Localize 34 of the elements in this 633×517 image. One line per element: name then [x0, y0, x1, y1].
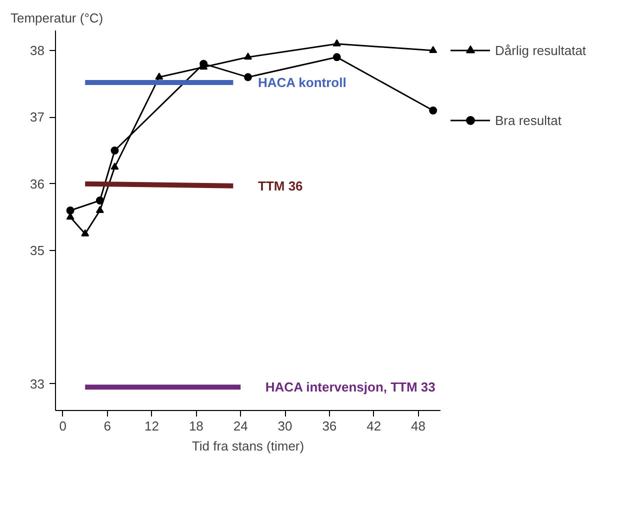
x-tick-label: 12 — [144, 418, 159, 434]
point — [332, 39, 341, 46]
point — [429, 106, 438, 114]
legend-label: Dårlig resultatat — [495, 42, 586, 58]
y-tick-label: 35 — [30, 243, 45, 258]
series-label: HACA intervensjon, TTM 33 — [265, 380, 436, 395]
point — [81, 229, 90, 236]
point — [110, 162, 119, 170]
x-tick-label: 36 — [322, 418, 337, 434]
x-tick-label: 42 — [366, 418, 382, 434]
x-tick-label: 30 — [278, 418, 292, 434]
point — [244, 52, 252, 60]
x-tick-label: 6 — [104, 418, 111, 434]
x-tick-label: 48 — [411, 418, 426, 434]
point — [429, 46, 438, 54]
point — [96, 206, 104, 214]
y-tick-label: 37 — [30, 110, 45, 125]
series-label: HACA kontroll — [258, 75, 346, 90]
point — [66, 206, 74, 214]
x-tick-label: 24 — [233, 418, 248, 434]
y-tick-label: 33 — [30, 376, 45, 392]
y-tick-label: 36 — [30, 176, 45, 192]
series-label: TTM 36 — [258, 178, 303, 194]
legend-label: Bra resultat — [495, 112, 562, 128]
x-tick-label: 18 — [188, 418, 204, 434]
point — [96, 196, 104, 204]
point — [110, 146, 119, 154]
x-tick-label: 0 — [59, 418, 67, 434]
point — [155, 72, 164, 80]
y-tick-label: 38 — [30, 43, 45, 58]
y-axis-title: Temperatur (°C) — [10, 10, 104, 26]
point — [332, 53, 341, 62]
x-axis-title: Tid fra stans (timer) — [192, 438, 304, 454]
point — [244, 73, 252, 82]
